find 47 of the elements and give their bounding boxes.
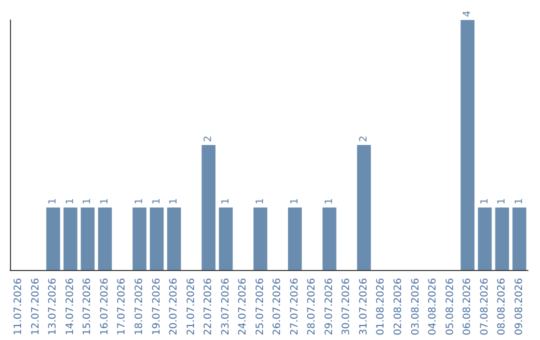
x-tick-label: 03.08.2026: [410, 278, 422, 336]
x-tick-label: 08.08.2026: [496, 278, 508, 336]
data-label: 1: [220, 198, 232, 204]
x-tick-label: 09.08.2026: [514, 278, 525, 336]
data-label: 2: [203, 136, 214, 142]
x-tick-label: 22.07.2026: [203, 278, 214, 336]
data-label: 1: [254, 198, 266, 204]
x-tick-label: 26.07.2026: [272, 278, 284, 336]
x-tick-label: 11.07.2026: [13, 278, 24, 336]
data-label: 1: [48, 198, 59, 204]
data-label: 1: [151, 198, 162, 204]
x-tick-label: 16.07.2026: [99, 278, 110, 336]
data-label: 1: [82, 198, 94, 204]
x-tick-label: 15.07.2026: [82, 278, 94, 336]
x-tick-label: 20.07.2026: [168, 278, 180, 336]
x-tick-label: 13.07.2026: [48, 278, 59, 336]
data-label: 1: [479, 198, 490, 204]
x-tick-label: 02.08.2026: [393, 278, 404, 336]
x-tick-label: 14.07.2026: [64, 278, 76, 336]
x-tick-label: 17.07.2026: [116, 278, 128, 336]
data-label: 1: [514, 198, 525, 204]
x-tick-label: 18.07.2026: [134, 278, 145, 336]
x-tick-label: 25.07.2026: [254, 278, 266, 336]
data-label: 1: [99, 198, 110, 204]
x-tick-label: 12.07.2026: [30, 278, 42, 336]
data-label: 1: [289, 198, 300, 204]
x-tick-label: 24.07.2026: [238, 278, 249, 336]
data-label: 1: [324, 198, 335, 204]
data-label: 4: [462, 10, 474, 17]
data-label: 1: [496, 198, 508, 204]
x-tick-label: 04.08.2026: [428, 278, 439, 336]
x-tick-label: 07.08.2026: [479, 278, 490, 336]
x-tick-label: 28.07.2026: [306, 278, 318, 336]
data-label: 1: [134, 198, 145, 204]
x-tick-label: 23.07.2026: [220, 278, 232, 336]
x-tick-label: 19.07.2026: [151, 278, 162, 336]
x-tick-label: 30.07.2026: [341, 278, 352, 336]
data-label: 1: [168, 198, 180, 204]
x-tick-label: 29.07.2026: [324, 278, 335, 336]
x-tick-label: 27.07.2026: [289, 278, 300, 336]
data-label: 2: [358, 136, 370, 142]
x-tick-label: 05.08.2026: [444, 278, 456, 336]
x-tick-label: 06.08.2026: [462, 278, 474, 336]
x-tick-label: 31.07.2026: [358, 278, 370, 336]
data-label: 1: [64, 198, 76, 204]
x-tick-label: 01.08.2026: [376, 278, 387, 336]
x-tick-label: 21.07.2026: [186, 278, 197, 336]
